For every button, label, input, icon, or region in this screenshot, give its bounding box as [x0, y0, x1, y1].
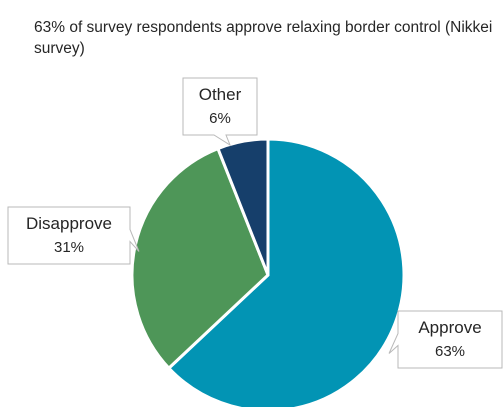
callout-other: Other 6% — [182, 77, 258, 147]
data-label-name: Approve — [418, 318, 481, 337]
callout-box — [388, 310, 503, 369]
callout-box — [182, 77, 258, 147]
data-label-value: 63% — [435, 343, 465, 360]
data-label-name: Disapprove — [26, 214, 112, 233]
data-label-callouts: Approve 63% Disapprove 31% Other 6% — [7, 77, 503, 369]
pie-slice-other — [216, 137, 270, 277]
callout-disapprove: Disapprove 31% — [7, 206, 140, 265]
data-label-name: Other — [199, 85, 242, 104]
callout-box — [7, 206, 140, 265]
pie-slices — [130, 137, 406, 407]
callout-approve: Approve 63% — [388, 310, 503, 369]
chart-title: 63% of survey respondents approve relaxi… — [34, 19, 493, 57]
data-label-value: 31% — [54, 239, 84, 256]
data-label-value: 6% — [209, 110, 231, 127]
